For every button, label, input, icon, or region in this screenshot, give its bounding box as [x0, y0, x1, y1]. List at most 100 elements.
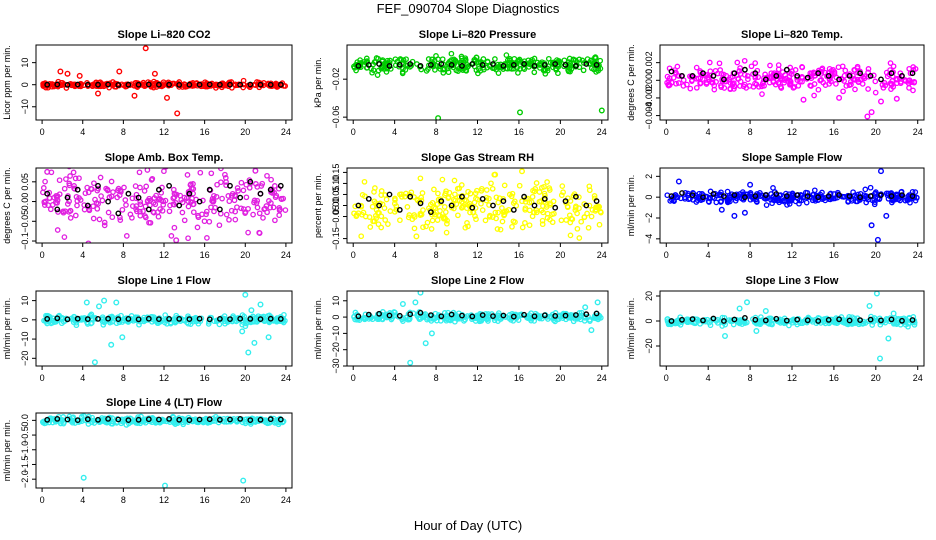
hourly-mean-point [227, 182, 233, 189]
hourly-mean-point [44, 416, 51, 423]
data-point [707, 68, 714, 75]
x-tick-label: 8 [434, 250, 439, 260]
hourly-mean-point [267, 416, 274, 423]
hourly-mean-point [679, 316, 685, 323]
y-axis-label: Licor ppm per min. [2, 45, 12, 120]
data-point [597, 65, 604, 72]
data-point [67, 207, 74, 214]
x-tick-label: 0 [664, 250, 669, 260]
x-tick-label: 24 [281, 127, 291, 137]
data-point [482, 217, 489, 224]
outlier-point [519, 168, 526, 175]
data-point [67, 80, 74, 87]
data-point [756, 83, 762, 90]
hourly-mean-point [74, 186, 81, 193]
hourly-mean-point [867, 316, 874, 323]
y-tick-label: 0 [20, 317, 30, 322]
data-point [890, 63, 897, 70]
data-point [188, 181, 194, 188]
hourly-mean-point [125, 315, 132, 322]
data-point [809, 197, 816, 204]
data-point [260, 215, 266, 221]
data-point [352, 203, 359, 210]
data-point [181, 194, 188, 201]
data-point [892, 196, 898, 203]
data-point [42, 178, 48, 185]
data-point [98, 193, 104, 199]
data-point [129, 203, 136, 209]
data-point [91, 420, 98, 426]
data-point [439, 176, 446, 183]
data-point [718, 192, 724, 198]
hourly-mean-point [95, 81, 101, 88]
panel-7: Slope Line 1 Flow ml/min per min. 0 4 8 12 16 2… [2, 275, 293, 383]
data-point [171, 224, 178, 231]
data-point [94, 205, 101, 212]
data-point [832, 195, 838, 202]
data-point [211, 192, 217, 199]
data-point [799, 78, 805, 85]
hourly-mean-point [257, 316, 264, 322]
data-point [431, 58, 438, 64]
data-point [358, 202, 365, 209]
data-point [82, 190, 89, 197]
hourly-mean-point [562, 62, 569, 68]
hourly-mean-point [267, 81, 274, 88]
data-point [472, 318, 479, 324]
data-point [266, 198, 272, 204]
data-point [884, 73, 891, 80]
data-point [784, 202, 790, 208]
data-point [152, 201, 159, 208]
panel-4: Slope Amb. Box Temp. degrees C per min. 0 4… [2, 152, 293, 260]
x-tick-label: 24 [597, 250, 607, 260]
data-point [235, 187, 241, 194]
data-point [759, 91, 765, 97]
data-point [483, 187, 490, 193]
y-tick-label: −0.15 [331, 227, 341, 250]
data-point [673, 80, 679, 87]
data-point [862, 186, 869, 193]
hourly-mean-point [277, 81, 284, 88]
data-point [894, 76, 900, 83]
data-point [357, 57, 363, 63]
data-point [486, 195, 492, 202]
data-point [116, 319, 123, 326]
hourly-mean-point [64, 416, 71, 423]
data-point [385, 221, 391, 227]
data-point [473, 216, 479, 223]
data-point [243, 194, 250, 201]
data-point [208, 170, 215, 177]
y-axis-label: ml/min per min. [626, 298, 636, 360]
outlier-point [517, 109, 524, 116]
data-point [588, 213, 595, 220]
outlier-point [873, 291, 880, 297]
data-point [818, 66, 825, 73]
data-point [47, 206, 54, 213]
x-tick-label: 8 [121, 373, 126, 383]
outlier-point [412, 299, 419, 306]
data-point [214, 81, 220, 88]
hourly-mean-point [794, 316, 801, 323]
data-point [397, 217, 403, 224]
data-point [586, 183, 593, 190]
data-point [378, 224, 385, 231]
x-tick-label: 8 [748, 250, 753, 260]
data-point [225, 193, 232, 199]
hourly-mean-point [773, 191, 780, 197]
hourly-mean-point [500, 198, 507, 205]
data-point [434, 217, 441, 223]
hourly-mean-point [176, 82, 183, 88]
data-point [713, 79, 719, 85]
data-point [185, 198, 192, 205]
x-tick-label: 4 [392, 127, 397, 137]
data-point [137, 208, 143, 215]
data-point [513, 60, 520, 67]
data-point [538, 207, 545, 214]
data-point [718, 82, 724, 89]
hourly-mean-point [386, 191, 393, 198]
data-point [464, 220, 470, 226]
data-point [880, 84, 887, 91]
y-axis-label: degrees C per min. [626, 44, 636, 121]
data-point [578, 309, 585, 316]
data-point [362, 193, 368, 200]
